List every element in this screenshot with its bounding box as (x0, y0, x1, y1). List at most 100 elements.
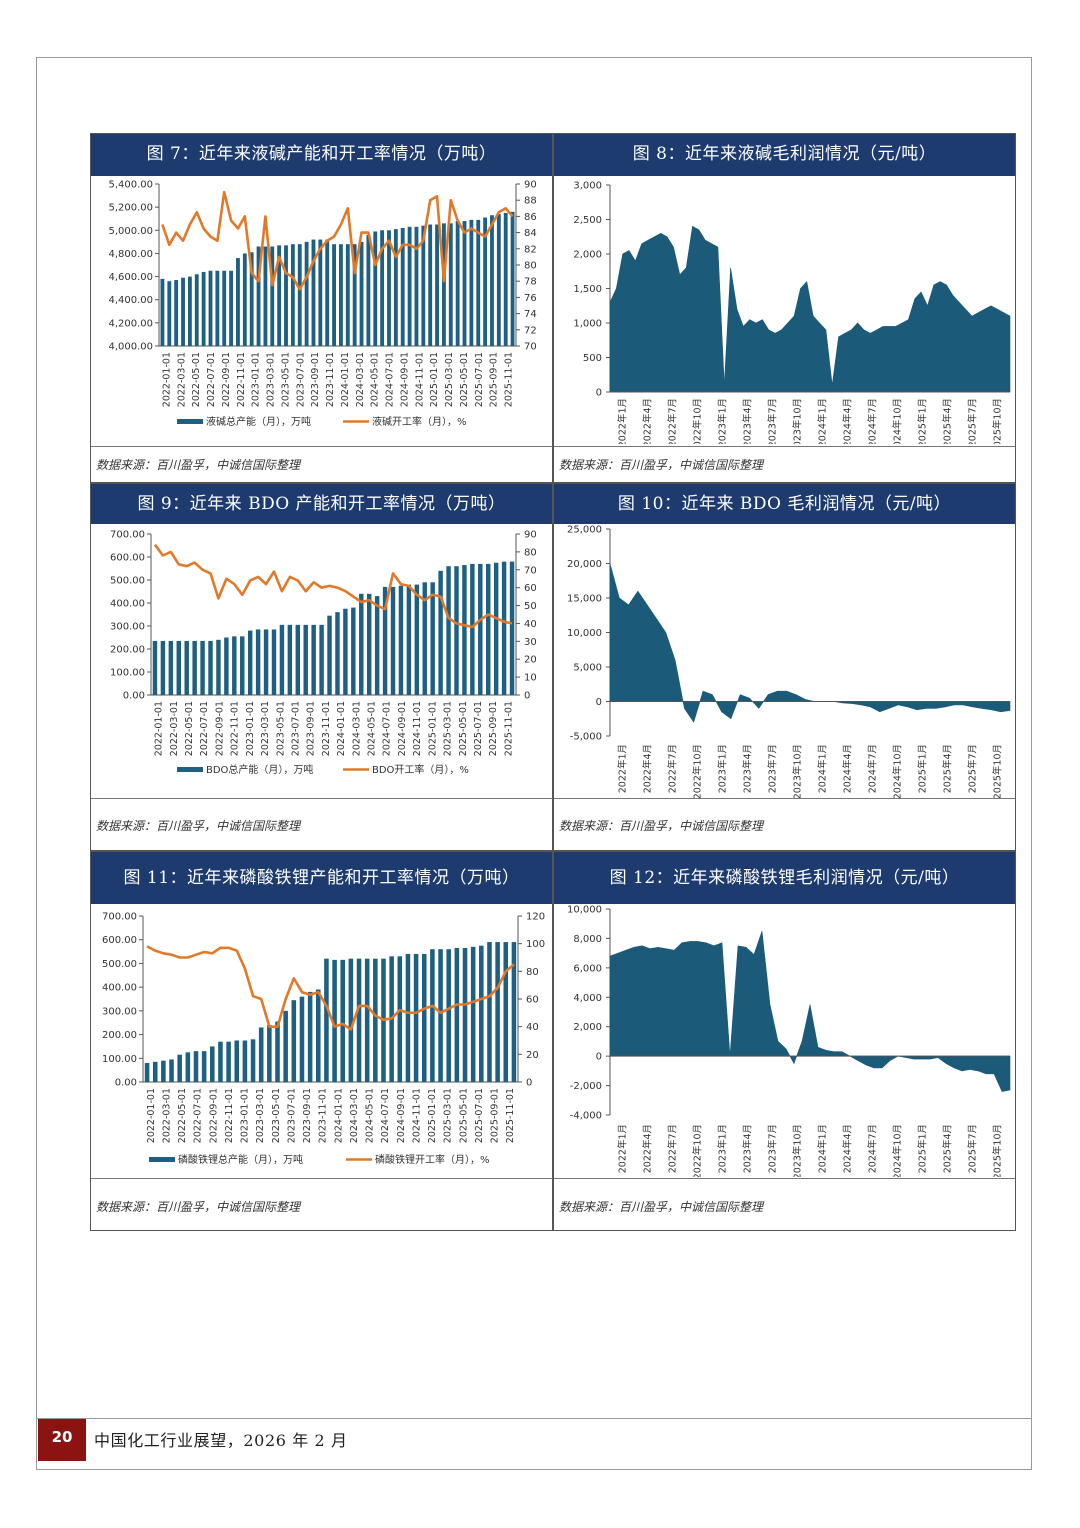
x-tick-label: 2022年10月 (692, 1124, 704, 1177)
bar (470, 563, 475, 695)
y-tick-label: 2,500 (573, 215, 602, 226)
y-tick-label-right: 80 (524, 261, 537, 272)
line-series (161, 190, 514, 291)
y-tick-label-right: 82 (524, 244, 537, 255)
bar (283, 1010, 288, 1082)
x-tick-label: 2022-03-01 (161, 1088, 172, 1143)
y-tick-label-left: 600.00 (110, 553, 145, 564)
bar-line-chart: 5,400.00 5,200.00 5,000.00 4,800.00 4,600.00… (108, 180, 537, 429)
data-source-note: 数据来源：百川盈孚，中诚信国际整理 (91, 798, 552, 850)
bar (267, 1025, 272, 1082)
x-tick-label: 2022年4月 (642, 1124, 654, 1173)
x-tick-label: 2024年1月 (817, 744, 829, 793)
x-tick-label: 2025-07-01 (474, 1088, 485, 1143)
legend-label-bar: BDO总产能（月），万吨 (206, 763, 313, 776)
x-tick-label: 2022年4月 (642, 744, 654, 793)
y-tick-label-right: 74 (524, 309, 537, 320)
legend-swatch-bar (177, 419, 203, 424)
x-tick-label: 2024-11-01 (414, 352, 425, 407)
y-tick-label-right: 10 (524, 673, 537, 684)
x-tick-label: 2024年4月 (842, 1124, 854, 1173)
x-tick-label: 2025年7月 (967, 1124, 979, 1173)
x-tick-label: 2023-07-01 (295, 352, 306, 407)
bar (167, 281, 172, 346)
x-tick-label: 2022-07-01 (199, 701, 210, 756)
legend-label-line: 磷酸铁锂开工率（月），% (375, 1153, 490, 1166)
x-tick-label: 2023年1月 (717, 398, 729, 444)
bar (501, 561, 507, 695)
x-tick-label: 2023年7月 (767, 1124, 779, 1173)
x-tick-label: 2024-07-01 (380, 1088, 391, 1143)
x-tick-label: 2022年1月 (617, 398, 629, 444)
y-tick-label: 4,000 (573, 993, 602, 1004)
x-tick-label: 2024-11-01 (412, 701, 423, 756)
y-tick-label-right: 60 (524, 583, 537, 594)
y-tick-label: 10,000 (567, 628, 602, 639)
bar (192, 640, 197, 695)
y-tick-label-left: 600.00 (102, 935, 137, 946)
bar (405, 953, 411, 1082)
bar (224, 637, 229, 695)
x-tick-label: 2024-03-01 (355, 352, 366, 407)
y-tick-label-left: 0.00 (115, 1078, 137, 1089)
bar (448, 223, 453, 346)
bar (187, 276, 192, 346)
bar (174, 280, 179, 346)
chart-title: 图 10：近年来 BDO 毛利润情况（元/吨） (554, 484, 1015, 524)
bar (487, 942, 492, 1082)
bar (319, 624, 324, 695)
bar (509, 561, 515, 695)
y-tick-label-left: 200.00 (102, 1030, 137, 1041)
bar (359, 241, 364, 346)
y-tick-label: 0 (596, 1052, 602, 1063)
y-tick-label-left: 4,800.00 (108, 249, 153, 260)
y-tick-label-left: 100.00 (102, 1054, 137, 1065)
x-tick-label: 2023年4月 (742, 1124, 754, 1173)
y-tick-label-right: 76 (524, 293, 537, 304)
bar (478, 563, 483, 695)
y-tick-label-left: 700.00 (102, 912, 137, 923)
x-tick-label: 2025-05-01 (459, 352, 470, 407)
bar (177, 1054, 182, 1082)
y-tick-label-left: 4,200.00 (108, 318, 153, 329)
x-tick-label: 2024-03-01 (349, 1088, 360, 1143)
area-chart: 10,000 8,000 6,000 4,000 2,000 0 -2,000 -4,000 2… (567, 905, 1011, 1177)
y-tick-label-right: 70 (524, 565, 537, 576)
x-tick-label: 2022-09-01 (214, 701, 225, 756)
y-tick-label-right: 78 (524, 277, 537, 288)
bar (222, 270, 227, 346)
x-tick-label: 2024-11-01 (411, 1088, 422, 1143)
x-tick-label: 2022-05-01 (184, 701, 195, 756)
bar (307, 991, 313, 1082)
y-tick-label-right: 0 (526, 1078, 532, 1089)
bar (201, 271, 206, 346)
x-tick-label: 2025年4月 (942, 1124, 954, 1173)
bar (366, 593, 372, 695)
bar (311, 624, 316, 695)
bar (324, 958, 329, 1082)
y-tick-label-left: 4,600.00 (108, 272, 153, 283)
bar (210, 1046, 215, 1082)
y-tick-label-left: 400.00 (102, 983, 137, 994)
page-number: 20 (38, 1419, 86, 1461)
bar (318, 239, 323, 346)
bar (469, 219, 474, 346)
bar (387, 230, 391, 346)
x-tick-label: 2025-09-01 (489, 352, 500, 407)
bar (229, 270, 234, 346)
x-tick-label: 2023-11-01 (325, 352, 336, 407)
y-tick-label: -5,000 (570, 732, 602, 743)
y-tick-label-left: 5,400.00 (108, 180, 153, 191)
bar (446, 949, 451, 1082)
bar (242, 1040, 248, 1082)
x-tick-label: 2023年4月 (742, 398, 754, 444)
x-tick-label: 2025-11-01 (505, 1088, 516, 1143)
bar (201, 1051, 207, 1082)
bar (366, 234, 371, 346)
bar-line-chart: 700.00600.00500.00400.00300.00200.00100.… (110, 530, 537, 777)
y-tick-label: 20,000 (567, 559, 602, 570)
bar (382, 586, 388, 695)
y-tick-label-right: 90 (524, 180, 537, 191)
legend-label-bar: 磷酸铁锂总产能（月），万吨 (178, 1153, 303, 1166)
bar (194, 274, 199, 346)
